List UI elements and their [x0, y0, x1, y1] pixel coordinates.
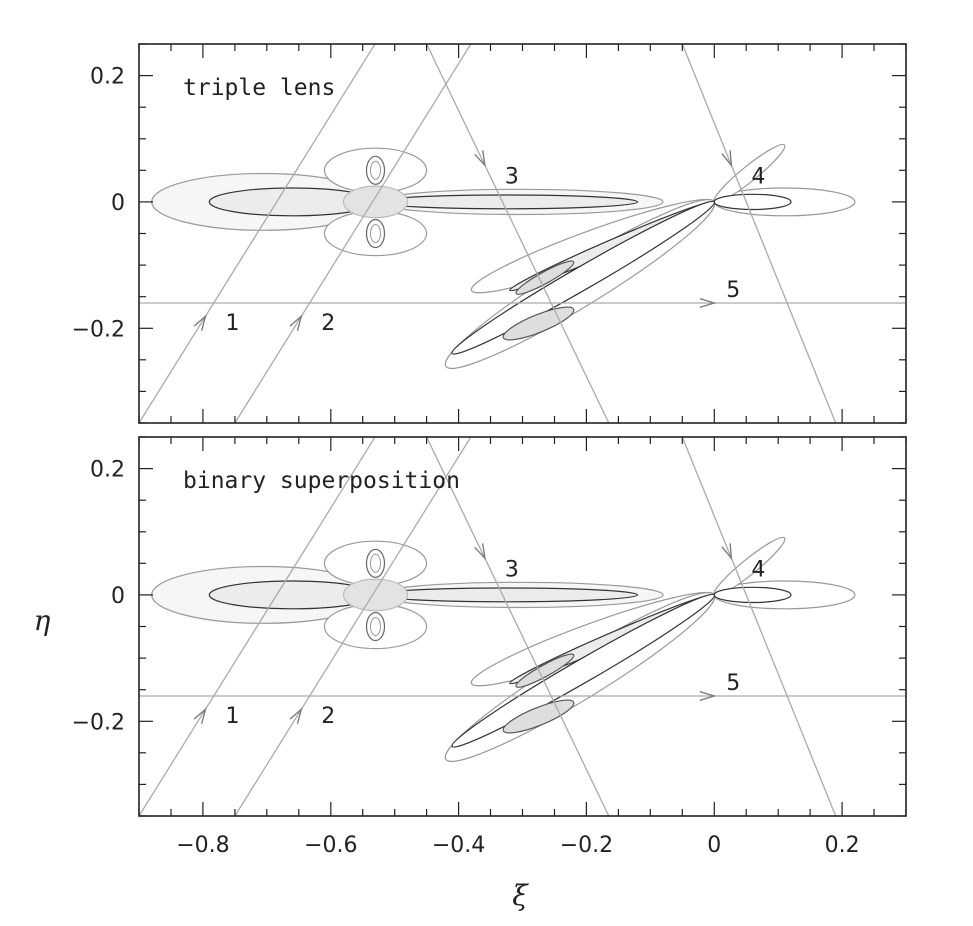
loop-lower-inner [370, 224, 381, 243]
panel-title: binary superposition [183, 468, 460, 494]
y-tick-label: −0.2 [72, 710, 125, 735]
x-tick-label: −0.8 [176, 833, 229, 858]
plot-area [139, 437, 906, 816]
x-tick-label: −0.2 [560, 833, 613, 858]
contour-rightmost-inner [713, 193, 792, 211]
panel-triple-lens: 1 2 3 4 5 0.2 0 −0.2 triple lens [72, 43, 907, 424]
loop-upper [365, 155, 386, 185]
loop-lower [365, 611, 386, 642]
trajectory-4-line [681, 437, 837, 816]
trajectory-4-label: 4 [751, 557, 765, 582]
contour-right-inner [374, 587, 639, 603]
caustic-lower-diag [502, 306, 575, 341]
trajectory-5-arrow [699, 690, 717, 702]
panel-binary-superposition: 1 2 3 4 5 0.2 0 −0.2 −0.8 −0.6 −0.4 −0.2 0 0.2 binary … [72, 436, 907, 858]
caustic-center [342, 185, 409, 219]
trajectory-5-label: 5 [726, 278, 740, 303]
trajectory-4-line [681, 44, 837, 423]
trajectory-3-arrow [474, 150, 486, 168]
trajectory-3-line [426, 44, 610, 423]
trajectory-4-arrow [721, 150, 733, 168]
trajectory-4-label: 4 [751, 164, 765, 189]
x-tick-label: 0 [707, 833, 721, 858]
trajectory-3-label: 3 [505, 164, 519, 189]
trajectory-1-line [139, 437, 376, 816]
x-axis-label: ξ [512, 879, 529, 912]
trajectory-2-label: 2 [321, 311, 335, 336]
x-tick-label: −0.4 [432, 833, 485, 858]
caustic-center [342, 578, 409, 612]
trajectory-2-label: 2 [321, 704, 335, 729]
trajectory-2-arrow [289, 707, 303, 724]
trajectory-3-label: 3 [505, 557, 519, 582]
y-tick-label: 0.2 [90, 458, 125, 483]
trajectory-2-arrow [289, 314, 303, 331]
caustic-lower-diag [502, 699, 575, 734]
trajectory-2-line [234, 44, 472, 423]
panel-title: triple lens [183, 75, 335, 101]
trajectory-1-arrow [193, 314, 207, 331]
loop-lower [365, 218, 386, 249]
caustic-upper-diag [515, 653, 575, 688]
y-axis-label: η [34, 604, 51, 637]
trajectory-1-label: 1 [226, 311, 240, 336]
y-tick-label: 0.2 [90, 65, 125, 90]
trajectory-3-arrow [474, 543, 486, 561]
trajectory-1-arrow [193, 707, 207, 724]
loop-upper [365, 548, 386, 578]
trajectory-3-line [426, 437, 610, 816]
x-tick-label: −0.6 [304, 833, 357, 858]
caustic-upper-diag [515, 260, 575, 295]
trajectory-2-line [234, 437, 472, 816]
y-tick-label: −0.2 [72, 317, 125, 342]
trajectory-5-label: 5 [726, 671, 740, 696]
y-tick-label: 0 [111, 191, 125, 216]
loop-upper-inner [370, 553, 381, 573]
loop-upper-inner [370, 160, 381, 180]
trajectory-4-arrow [721, 543, 733, 561]
loop-lower-inner [370, 617, 381, 636]
trajectory-1-line [139, 44, 376, 423]
plot-area [139, 44, 906, 423]
x-tick-label: 0.2 [825, 833, 860, 858]
trajectory-5-arrow [699, 297, 717, 309]
y-tick-label: 0 [111, 584, 125, 609]
contour-right-inner [374, 194, 639, 210]
trajectory-1-label: 1 [226, 704, 240, 729]
contour-rightmost-inner [713, 586, 792, 604]
